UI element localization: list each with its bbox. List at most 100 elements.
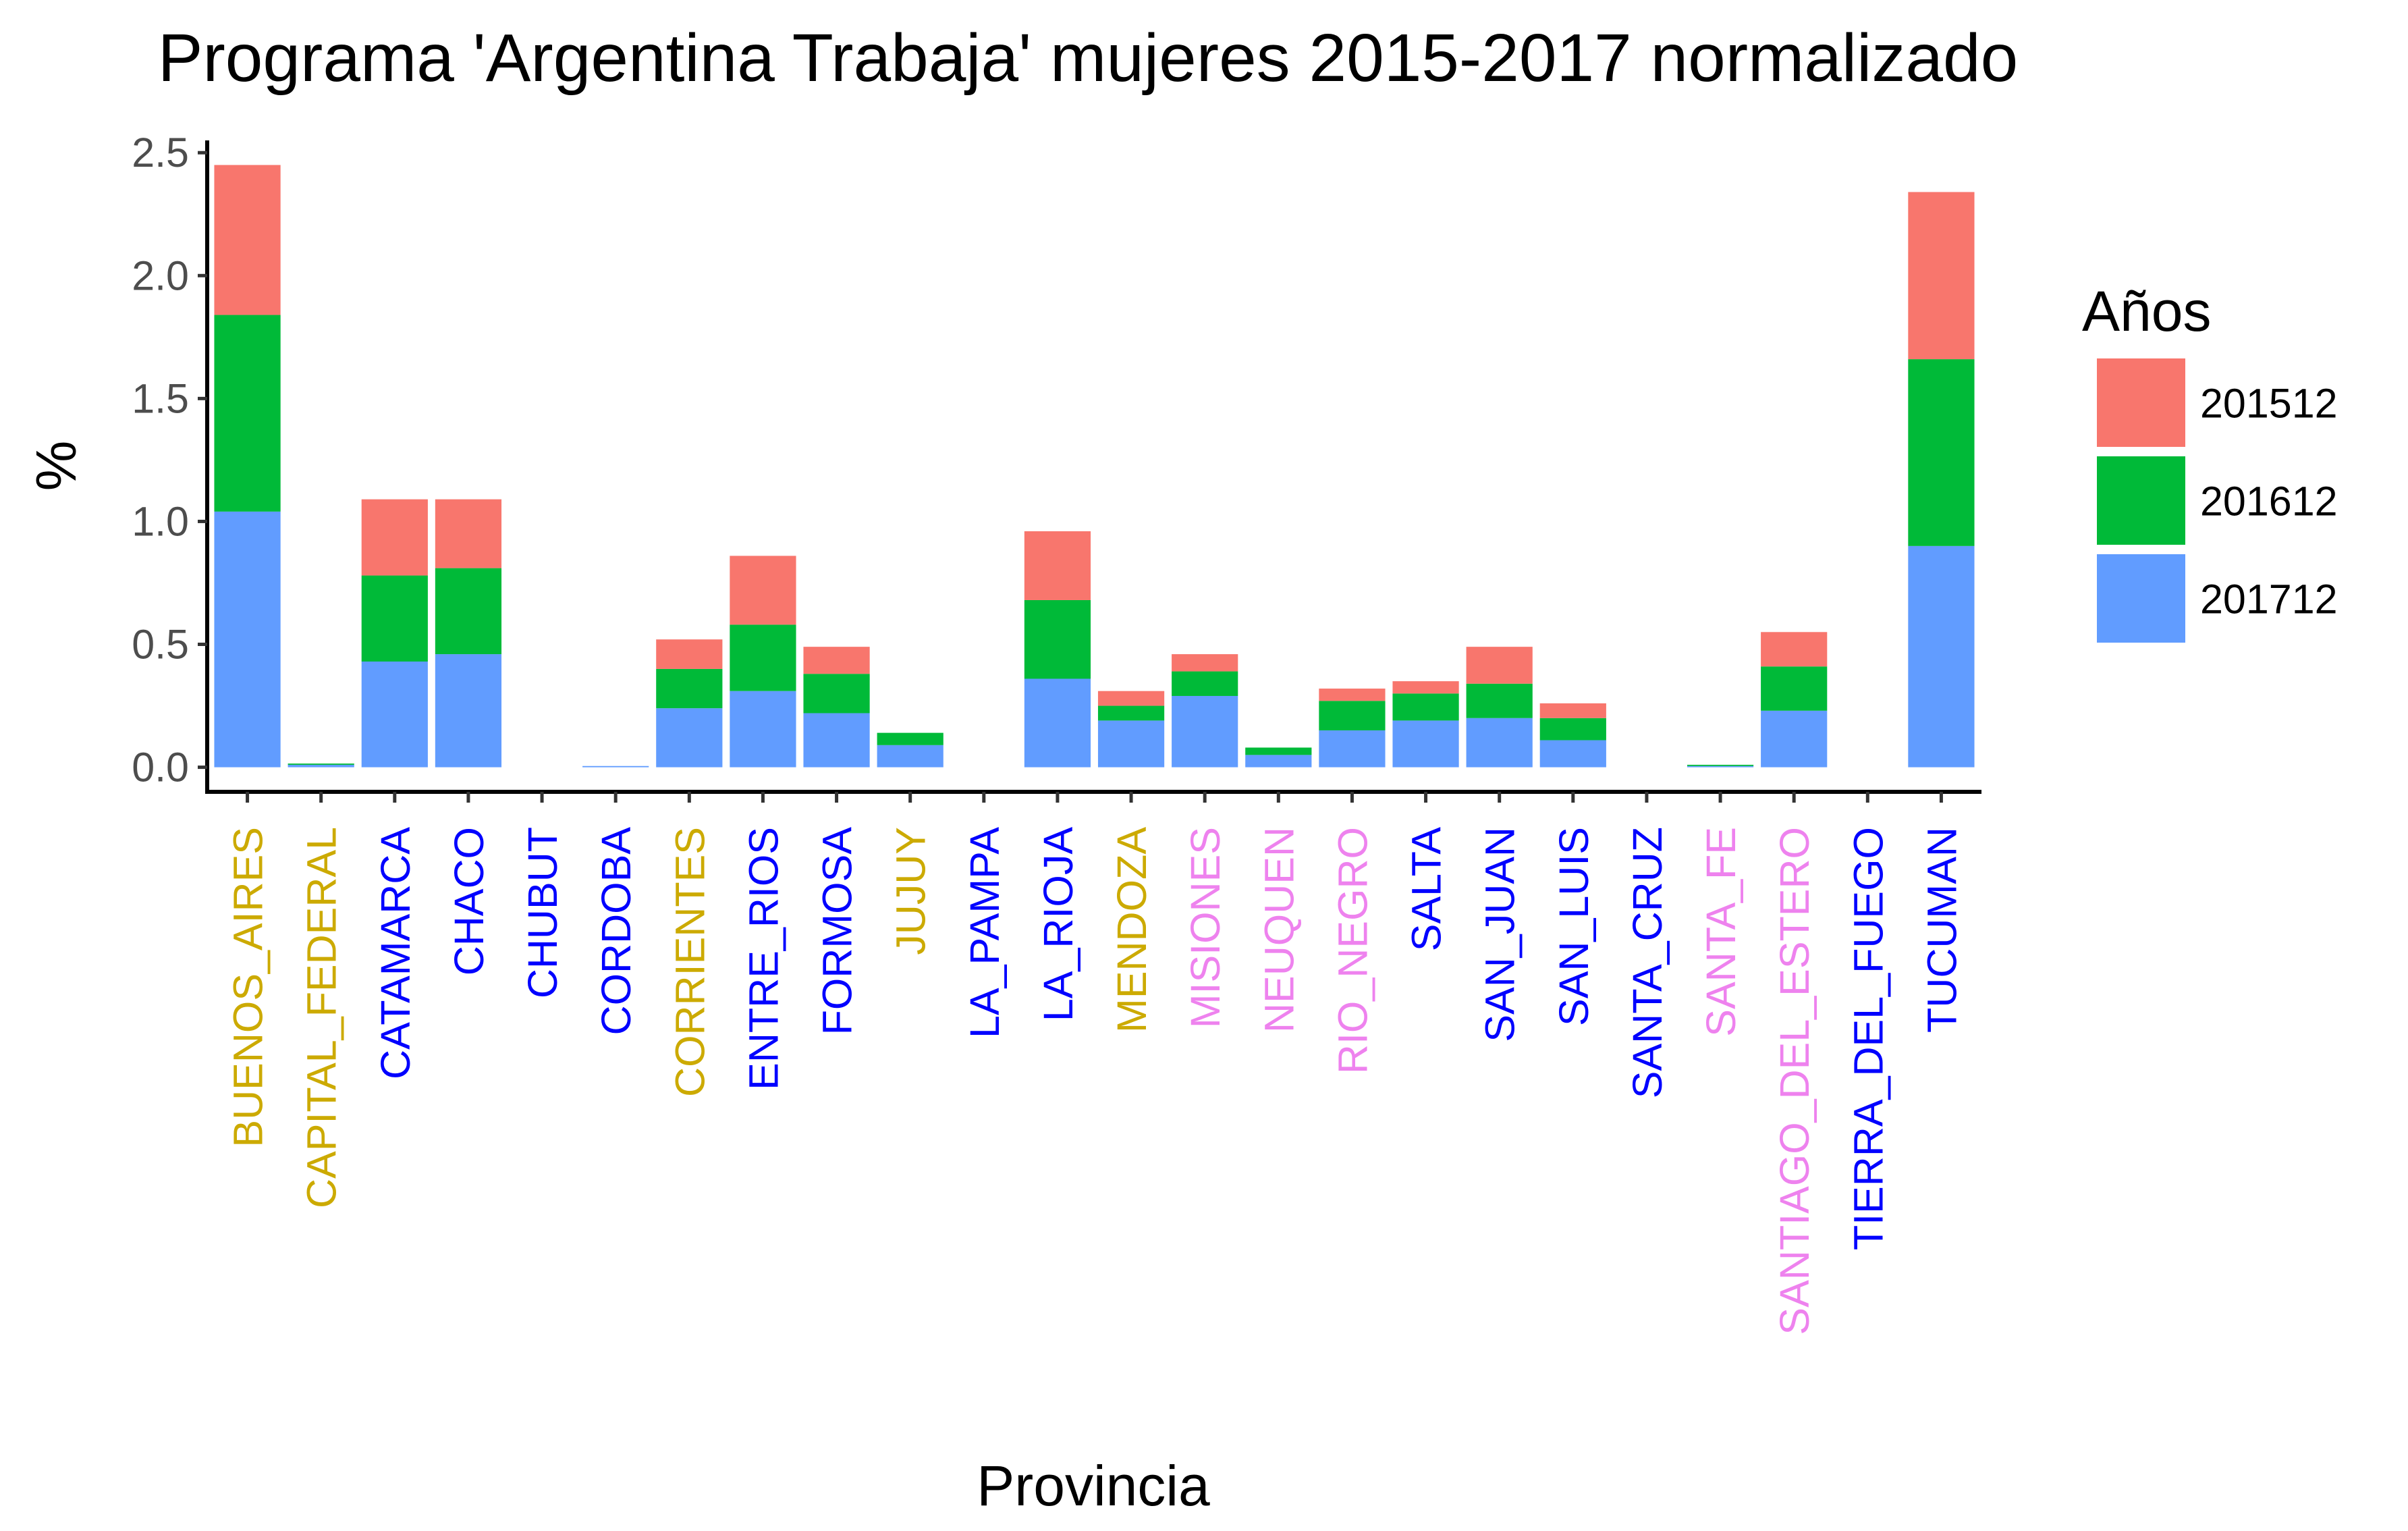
- bar-segment-formosa-201712: [803, 713, 870, 768]
- y-tick-label: 2.0: [132, 252, 189, 298]
- bar-segment-capital-federal-201612: [288, 763, 354, 765]
- legend-title: Años: [2082, 279, 2211, 343]
- y-axis-ticks: 0.0 0.5 1.0 1.5 2.0 2.5: [132, 130, 207, 790]
- x-tick-label-buenos-aires: BUENOS_AIRES: [225, 827, 271, 1148]
- bar-segment-santa-fe-201712: [1687, 766, 1754, 768]
- y-axis-title: %: [24, 441, 88, 491]
- bar-segment-la-rioja-201612: [1024, 599, 1091, 679]
- bar-segment-santiago-del-estero-201512: [1761, 632, 1828, 667]
- bar-segment-la-rioja-201712: [1024, 678, 1091, 768]
- bar-segment-santiago-del-estero-201612: [1761, 666, 1828, 711]
- bar-segment-neuquen-201712: [1245, 755, 1312, 768]
- bar-segment-cordoba-201712: [582, 766, 649, 768]
- x-tick-label-san-juan: SAN_JUAN: [1477, 827, 1523, 1042]
- bars-layer: [214, 165, 1975, 768]
- bar-segment-san-juan-201612: [1466, 683, 1533, 718]
- bar-segment-neuquen-201612: [1245, 747, 1312, 755]
- legend: Años 201512 201612 201712: [2082, 279, 2338, 643]
- x-axis-title: Provincia: [977, 1454, 1210, 1517]
- bar-segment-formosa-201512: [803, 647, 870, 674]
- x-tick-label-chaco: CHACO: [446, 827, 492, 975]
- bar-segment-rio-negro-201712: [1319, 730, 1386, 768]
- bar-segment-entre-rios-201512: [730, 556, 796, 625]
- bar-segment-jujuy-201612: [877, 732, 943, 745]
- x-tick-label-mendoza: MENDOZA: [1109, 827, 1155, 1033]
- bar-segment-corrientes-201512: [656, 639, 723, 669]
- bar-segment-san-luis-201712: [1539, 740, 1606, 768]
- bar-segment-rio-negro-201512: [1319, 689, 1386, 701]
- x-tick-label-la-rioja: LA_RIOJA: [1035, 827, 1081, 1021]
- legend-key-201712: [2097, 554, 2185, 643]
- legend-key-201612: [2097, 456, 2185, 545]
- y-tick-label: 1.5: [132, 375, 189, 421]
- bar-segment-corrientes-201712: [656, 708, 723, 768]
- legend-items: 201512 201612 201712: [2097, 358, 2338, 643]
- x-tick-label-san-luis: SAN_LUIS: [1551, 827, 1597, 1026]
- y-tick-label: 0.0: [132, 745, 189, 790]
- legend-label-201712: 201712: [2200, 576, 2338, 622]
- y-tick-label: 2.5: [132, 130, 189, 176]
- bar-segment-formosa-201612: [803, 674, 870, 714]
- bar-segment-mendoza-201712: [1097, 720, 1165, 768]
- x-tick-label-capital-federal: CAPITAL_FEDERAL: [299, 827, 345, 1208]
- bar-segment-la-rioja-201512: [1024, 531, 1091, 600]
- bar-segment-san-luis-201512: [1539, 703, 1606, 718]
- bar-segment-santiago-del-estero-201712: [1761, 710, 1828, 768]
- bar-segment-mendoza-201612: [1097, 705, 1165, 721]
- legend-key-201512: [2097, 358, 2185, 447]
- bar-segment-tucuman-201612: [1908, 359, 1975, 546]
- x-tick-label-misiones: MISIONES: [1182, 827, 1228, 1028]
- x-tick-label-jujuy: JUJUY: [888, 827, 934, 955]
- bar-segment-salta-201712: [1392, 720, 1459, 768]
- bar-segment-catamarca-201712: [361, 662, 428, 768]
- bar-segment-misiones-201612: [1172, 671, 1238, 696]
- bar-segment-buenos-aires-201612: [214, 315, 281, 512]
- bar-segment-san-luis-201612: [1539, 718, 1606, 741]
- chart-title: Programa 'Argentina Trabaja' mujeres 201…: [158, 20, 2018, 96]
- bar-segment-tucuman-201712: [1908, 545, 1975, 768]
- bar-segment-misiones-201712: [1172, 695, 1238, 768]
- x-axis-ticks: BUENOS_AIRES CAPITAL_FEDERAL CATAMARCA CHAC…: [225, 792, 1965, 1335]
- x-tick-label-entre-rios: ENTRE_RIOS: [740, 827, 786, 1090]
- x-tick-label-rio-negro: RIO_NEGRO: [1330, 827, 1375, 1074]
- x-tick-label-salta: SALTA: [1404, 827, 1450, 952]
- bar-segment-tucuman-201512: [1908, 192, 1975, 360]
- x-tick-label-chubut: CHUBUT: [520, 827, 566, 998]
- x-tick-label-neuquen: NEUQUEN: [1256, 827, 1302, 1033]
- bar-segment-catamarca-201612: [361, 575, 428, 662]
- x-tick-label-santiago-del-estero: SANTIAGO_DEL_ESTERO: [1772, 827, 1817, 1335]
- bar-segment-misiones-201512: [1172, 654, 1238, 672]
- bar-segment-catamarca-201512: [361, 499, 428, 576]
- x-tick-label-la-pampa: LA_PAMPA: [962, 827, 1008, 1038]
- bar-segment-salta-201612: [1392, 693, 1459, 721]
- y-tick-label: 0.5: [132, 622, 189, 668]
- y-tick-label: 1.0: [132, 498, 189, 544]
- bar-segment-buenos-aires-201512: [214, 165, 281, 315]
- x-tick-label-tierra-del-fuego: TIERRA_DEL_FUEGO: [1845, 827, 1891, 1250]
- bar-segment-jujuy-201712: [877, 745, 943, 768]
- bar-segment-mendoza-201512: [1097, 691, 1165, 706]
- bar-segment-entre-rios-201712: [730, 691, 796, 768]
- bar-segment-chaco-201612: [435, 568, 502, 655]
- x-tick-label-santa-cruz: SANTA_CRUZ: [1624, 827, 1670, 1098]
- bar-segment-santa-fe-201612: [1687, 764, 1754, 766]
- x-tick-label-catamarca: CATAMARCA: [373, 827, 418, 1079]
- bar-segment-salta-201512: [1392, 681, 1459, 694]
- legend-label-201512: 201512: [2200, 381, 2338, 427]
- x-tick-label-corrientes: CORRIENTES: [667, 827, 713, 1097]
- bar-segment-chaco-201512: [435, 499, 502, 568]
- legend-label-201612: 201612: [2200, 479, 2338, 525]
- bar-segment-san-juan-201712: [1466, 718, 1533, 768]
- x-tick-label-tucuman: TUCUMAN: [1919, 827, 1965, 1033]
- bar-segment-capital-federal-201712: [288, 764, 354, 768]
- bar-segment-rio-negro-201612: [1319, 701, 1386, 730]
- bar-segment-entre-rios-201612: [730, 624, 796, 691]
- x-tick-label-cordoba: CORDOBA: [593, 827, 639, 1036]
- bar-segment-chaco-201712: [435, 654, 502, 768]
- bar-segment-san-juan-201512: [1466, 647, 1533, 684]
- bar-segment-buenos-aires-201712: [214, 511, 281, 768]
- bar-segment-corrientes-201612: [656, 668, 723, 709]
- x-tick-label-formosa: FORMOSA: [815, 827, 860, 1036]
- x-tick-label-santa-fe: SANTA_FE: [1698, 827, 1744, 1037]
